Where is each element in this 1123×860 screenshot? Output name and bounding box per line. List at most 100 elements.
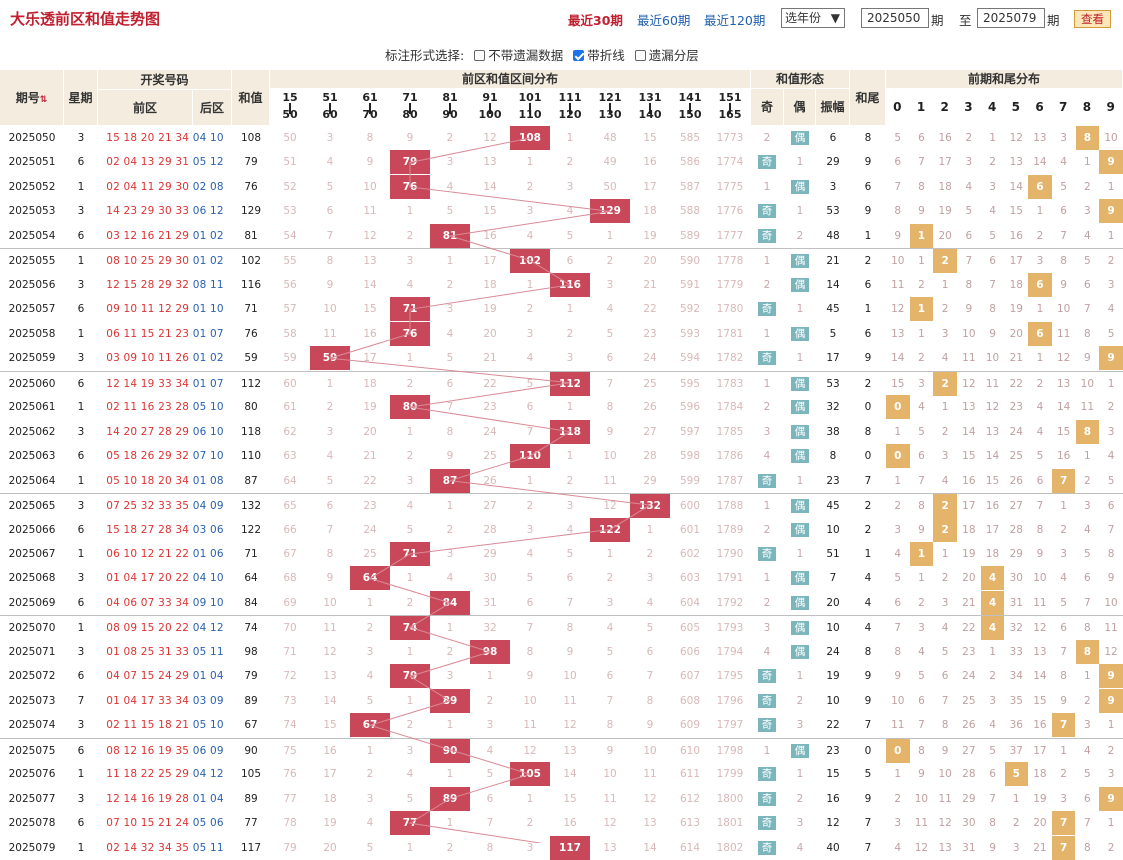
tail-omission-cell: 8	[1084, 622, 1091, 635]
tail-omission-cell: 31	[1009, 596, 1023, 609]
range-to: 60	[322, 108, 338, 121]
tail-hit-cell: 9	[1099, 688, 1123, 713]
back-numbers: 06 09	[192, 744, 224, 757]
tail-omission-cell: 5	[918, 670, 925, 683]
period-cell: 2025062	[8, 425, 56, 438]
range-to: 50	[282, 108, 298, 121]
no-omission-checkbox[interactable]	[474, 50, 486, 61]
tail-omission-cell: 5	[989, 744, 996, 757]
omission-cell: 1795	[716, 670, 744, 683]
omission-cell: 5	[446, 352, 454, 365]
omission-cell: 3	[646, 572, 654, 585]
omission-cell: 24	[363, 523, 377, 536]
week-header: 星期	[64, 70, 98, 126]
week-cell: 3	[77, 425, 85, 438]
tail-omission-cell: 8	[965, 278, 973, 291]
omission-cell: 5	[606, 645, 614, 658]
range-header: 51 60	[310, 89, 350, 126]
sum-cell: 84	[244, 596, 258, 609]
omission-cell: 3	[446, 670, 454, 683]
omission-cell: 18	[363, 377, 377, 390]
omission-cell: 10	[603, 768, 617, 781]
omission-cell: 11	[323, 327, 337, 340]
period-cell: 2025067	[8, 547, 56, 560]
odd-hit-cell: 奇	[758, 816, 776, 831]
omission-cell: 3	[526, 205, 534, 218]
tail-omission-cell: 7	[1084, 303, 1091, 316]
to-period-input[interactable]: 2025079	[977, 8, 1045, 28]
omission-cell: 5	[326, 474, 334, 487]
tail-omission-cell: 6	[918, 132, 925, 144]
tail-omission-cell: 4	[989, 719, 996, 732]
filter-120-link[interactable]: 最近120期	[704, 13, 766, 28]
tail-omission-cell: 9	[918, 768, 925, 781]
query-button[interactable]: 查看	[1074, 10, 1111, 28]
filter-60-link[interactable]: 最近60期	[637, 13, 691, 28]
omission-cell: 69	[283, 596, 297, 609]
polyline-checkbox[interactable]	[573, 50, 585, 61]
range-from: 81	[442, 91, 458, 104]
odd-omission-cell: 1	[763, 744, 771, 757]
sum-hit-cell: 105	[510, 762, 550, 787]
draw-numbers-cell: 02 11 15 18 21 05 10	[98, 713, 232, 737]
odd-hit-cell: 奇	[758, 228, 776, 243]
omission-cell: 23	[363, 500, 377, 513]
sum-cell: 71	[244, 303, 258, 316]
period-header[interactable]: 期号⇅	[0, 70, 64, 126]
omission-cell: 12	[603, 500, 617, 513]
range-to: 120	[558, 108, 582, 121]
from-period-input[interactable]: 2025050	[861, 8, 929, 28]
filter-30-link[interactable]: 最近30期	[568, 13, 623, 28]
tail-omission-cell: 4	[894, 841, 902, 854]
tail-omission-cell: 9	[894, 670, 902, 683]
odd-omission-cell: 1	[763, 572, 771, 585]
omission-layer-checkbox[interactable]	[634, 50, 646, 61]
tail-omission-cell: 2	[989, 156, 996, 169]
even-omission-cell: 1	[796, 670, 804, 683]
amplitude-header: 振幅	[816, 89, 850, 126]
omission-cell: 1	[566, 303, 574, 316]
tail-omission-cell: 11	[1104, 622, 1118, 635]
period-cell: 2025076	[8, 768, 56, 781]
week-cell: 3	[77, 278, 85, 291]
draw-numbers-cell: 08 12 16 19 35 06 09	[98, 739, 232, 763]
omission-cell: 11	[323, 622, 337, 635]
tail-omission-cell: 24	[1009, 425, 1023, 438]
tail-digit-header: 9	[1099, 89, 1123, 126]
omission-cell: 70	[283, 622, 297, 635]
tail-omission-cell: 4	[1084, 523, 1091, 536]
period-cell: 2025055	[8, 255, 56, 268]
omission-cell: 8	[326, 547, 334, 560]
table-row: 2025071 3 01 08 25 31 33 05 11 98 71 12 3 1 2 98 8…	[0, 639, 1123, 664]
year-select[interactable]: 选年份 ▼	[781, 8, 845, 28]
omission-cell: 55	[283, 255, 297, 268]
omission-cell: 1789	[716, 523, 744, 536]
tail-omission-cell: 17	[938, 156, 952, 169]
omission-cell: 2	[606, 255, 614, 268]
tail-omission-cell: 5	[894, 132, 902, 144]
tail-omission-cell: 21	[962, 596, 976, 609]
page-title: 大乐透前区和值走势图	[10, 10, 161, 28]
front-numbers: 12 14 19 33 34	[106, 377, 190, 390]
table-row: 2025062 3 14 20 27 28 29 06 10 118 62 3 20 1 8 24…	[0, 419, 1123, 444]
omission-cell: 2	[526, 303, 534, 316]
omission-cell: 6	[486, 792, 494, 805]
tail-hit-cell: 0	[886, 395, 910, 420]
tail-omission-cell: 8	[918, 180, 925, 193]
even-omission-cell: 2	[796, 229, 804, 242]
tail-omission-cell: 1	[941, 547, 949, 560]
tail-omission-cell: 11	[938, 792, 952, 805]
omission-cell: 1	[526, 278, 534, 291]
tail-omission-cell: 2	[1084, 180, 1091, 193]
tail-omission-cell: 29	[962, 792, 976, 805]
omission-cell: 58	[283, 327, 297, 340]
omission-cell: 2	[486, 694, 494, 707]
omission-cell: 1784	[716, 401, 744, 414]
omission-cell: 7	[606, 694, 614, 707]
even-hit-cell: 偶	[791, 499, 809, 514]
draw-numbers-cell: 07 25 32 33 35 04 09	[98, 494, 232, 518]
period-header-label: 期号	[15, 91, 40, 105]
omission-cell: 18	[323, 792, 337, 805]
week-cell: 3	[77, 572, 85, 585]
back-numbers: 05 10	[192, 401, 224, 414]
